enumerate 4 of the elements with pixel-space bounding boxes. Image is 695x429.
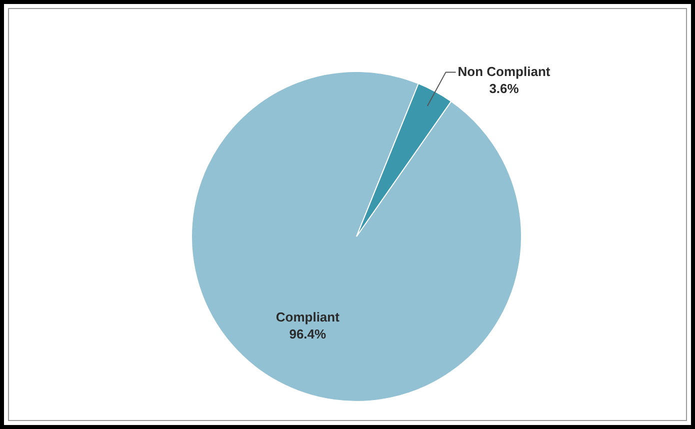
data-label: 96.4% bbox=[289, 326, 327, 342]
data-label: 3.6% bbox=[489, 80, 520, 96]
slice-label: Compliant bbox=[276, 309, 340, 324]
slice-label: Non Compliant bbox=[458, 64, 551, 79]
